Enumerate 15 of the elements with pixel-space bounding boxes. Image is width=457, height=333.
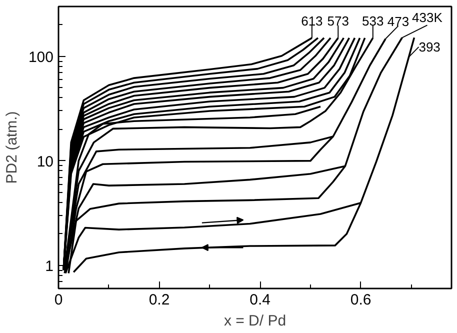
x-tick-label: 0.4: [250, 292, 270, 308]
legend-label: 393: [418, 39, 440, 54]
series-label: 433K: [412, 10, 443, 26]
series-label: 573: [327, 13, 349, 28]
x-tick-label: 0.6: [350, 292, 372, 308]
x-tick-label: 0.2: [148, 292, 170, 308]
series-label: 613: [301, 13, 323, 28]
y-tick-label: 100: [28, 48, 54, 66]
y-tick-label: 10: [36, 153, 54, 170]
series-label: 473: [387, 14, 410, 29]
x-tick-label: 0: [54, 292, 63, 308]
series-label: 533: [362, 13, 384, 28]
y-tick-label: 1: [45, 258, 54, 275]
x-axis-title: x = D/ Pd: [224, 312, 286, 330]
y-axis-title: PD2 (atm.): [3, 111, 20, 184]
